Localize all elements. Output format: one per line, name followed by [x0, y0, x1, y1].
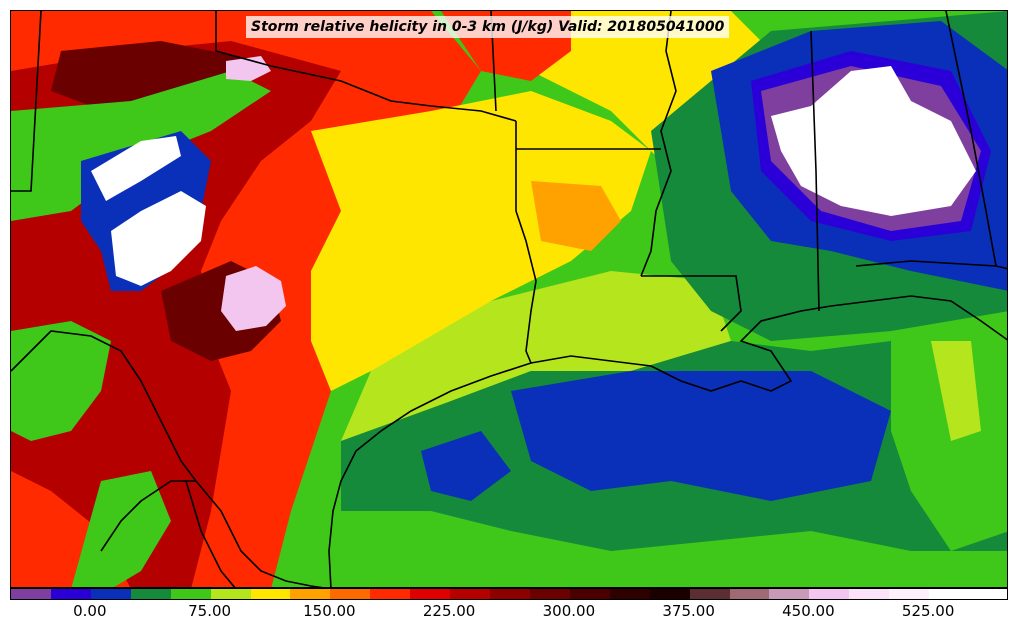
colorbar-segment [290, 589, 331, 599]
colorbar-segment [90, 589, 132, 599]
helicity-field-lime [341, 271, 731, 441]
colorbar-segment [170, 589, 212, 599]
colorbar-segment [729, 589, 770, 599]
colorbar-segment [410, 589, 451, 599]
colorbar-tick-label: 150.00 [303, 602, 356, 620]
colorbar [10, 588, 1008, 600]
colorbar-segment [529, 589, 571, 599]
mexico-state-line [100, 480, 196, 552]
oklahoma-texas-border [215, 11, 517, 122]
colorbar-segment [450, 589, 491, 599]
colorbar-segment [889, 589, 930, 599]
colorbar-tick-label: 75.00 [188, 602, 232, 620]
mexico-border [11, 330, 324, 587]
colorbar-segment [50, 589, 92, 599]
helicity-field-central-yellow [311, 91, 651, 391]
florida-border [855, 260, 1007, 270]
boundaries [11, 11, 1007, 587]
colorbar-segment [130, 589, 172, 599]
colorbar-tick-label: 300.00 [542, 602, 596, 620]
helicity-field-se-green [341, 511, 1007, 587]
colorbar-segment [689, 589, 731, 599]
mexico-state-line-2 [185, 480, 236, 587]
colorbar-segment [849, 589, 890, 599]
colorbar-segment [370, 589, 411, 599]
colorbar-tick-label: 525.00 [901, 602, 955, 620]
alabama-georgia-border [945, 11, 997, 267]
colorbar-segment [809, 589, 850, 599]
colorbar-segment [969, 589, 1007, 599]
mississippi-river [640, 11, 677, 277]
texas-louisiana-border [515, 121, 537, 364]
colorbar-segment [649, 589, 691, 599]
colorbar-segment [609, 589, 651, 599]
helicity-field-gulf-lime-east [931, 341, 981, 441]
colorbar-tick-label: 375.00 [662, 602, 715, 620]
colorbar-segment [769, 589, 810, 599]
helicity-field-gulf-lime [891, 321, 1007, 551]
map-title: Storm relative helicity in 0-3 km (J/kg)… [246, 16, 730, 38]
colorbar-tick-label: 0.00 [73, 602, 107, 620]
map-svg [11, 11, 1007, 587]
helicity-field-gulf-blue-west [421, 431, 511, 501]
colorbar-segment [929, 589, 970, 599]
helicity-field-nw-white [111, 191, 206, 286]
helicity-field-east-white [771, 66, 976, 216]
colorbar-segment [330, 589, 371, 599]
helicity-field-west-green-strip [11, 321, 111, 441]
helicity-field-nw-white-2 [91, 136, 181, 201]
colorbar-segment [11, 589, 52, 599]
helicity-map [10, 10, 1008, 588]
colorbar-tick-label: 450.00 [782, 602, 835, 620]
helicity-field-gulf-blue [511, 371, 891, 501]
helicity-field-central-orange [531, 181, 621, 251]
colorbar-segment [490, 589, 531, 599]
colorbar-segment [210, 589, 251, 599]
colorbar-segment [569, 589, 611, 599]
mississippi-alabama-border [810, 30, 820, 312]
coastline [328, 295, 1007, 587]
new-mexico-texas-border [11, 11, 42, 192]
colorbar-tick-label: 225.00 [422, 602, 476, 620]
louisiana-mississippi-border [641, 275, 742, 332]
helicity-field-sw-green [71, 471, 171, 587]
helicity-field-pink-core [221, 266, 286, 331]
colorbar-segment [250, 589, 291, 599]
